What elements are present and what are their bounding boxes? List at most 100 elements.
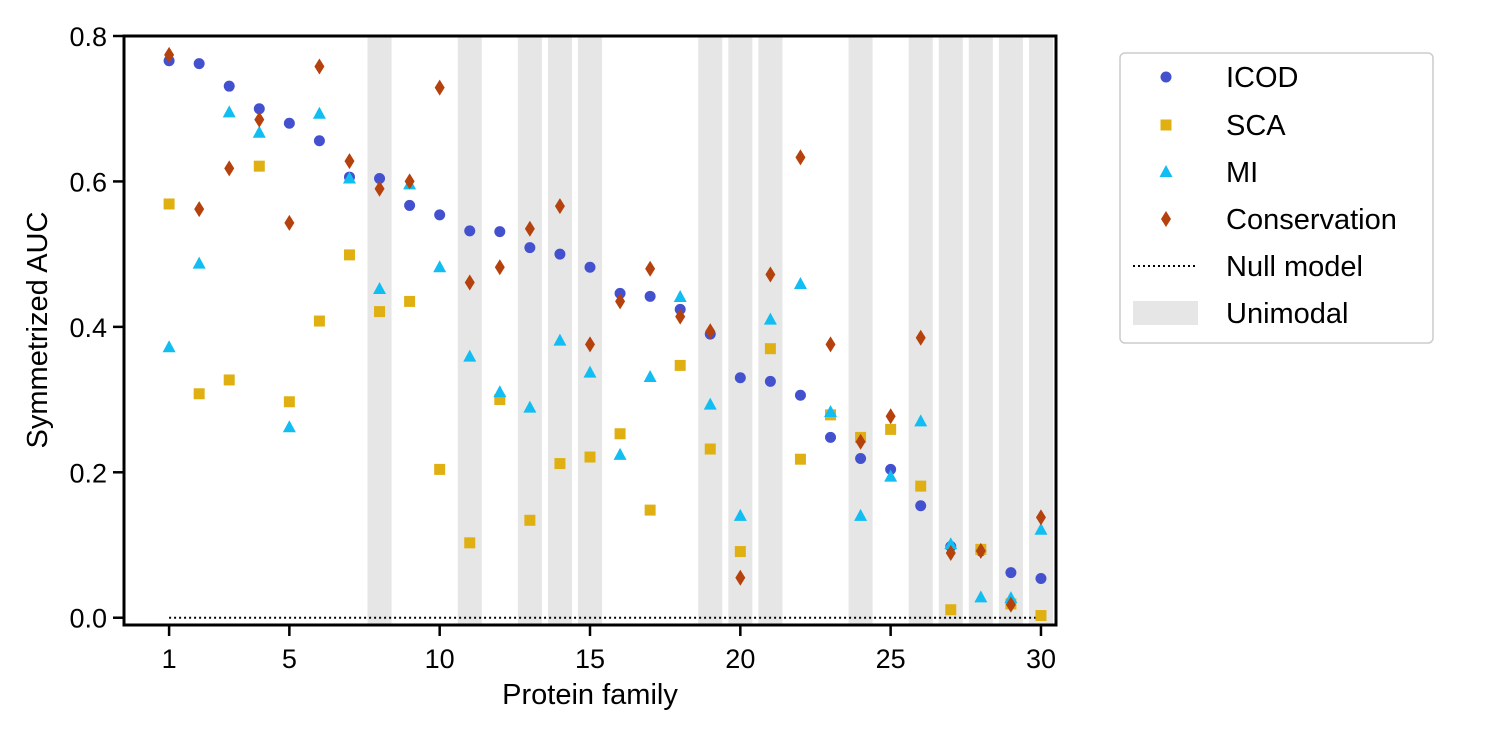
point-mi-14 bbox=[553, 333, 567, 346]
point-conservation-10 bbox=[434, 79, 445, 96]
x-tick-label: 20 bbox=[725, 644, 755, 674]
unimodal-band-15 bbox=[577, 36, 603, 625]
point-mi-22 bbox=[793, 276, 807, 289]
point-conservation-6 bbox=[314, 58, 325, 75]
legend-label: Unimodal bbox=[1226, 298, 1349, 330]
point-sca-9 bbox=[404, 295, 416, 307]
point-mi-12 bbox=[493, 385, 507, 398]
point-mi-18 bbox=[673, 290, 687, 303]
point-icod-5 bbox=[283, 117, 295, 129]
point-conservation-26 bbox=[915, 329, 926, 346]
point-sca-3 bbox=[223, 374, 235, 386]
point-sca-22 bbox=[794, 453, 806, 465]
point-icod-3 bbox=[223, 80, 235, 92]
point-conservation-23 bbox=[825, 336, 836, 353]
legend-unimodal-swatch bbox=[1133, 301, 1198, 325]
legend-label: Conservation bbox=[1226, 204, 1397, 236]
point-sca-2 bbox=[193, 388, 205, 400]
point-mi-7 bbox=[342, 171, 356, 184]
y-tick-label: 0.6 bbox=[69, 167, 107, 197]
point-mi-6 bbox=[312, 106, 326, 119]
legend-label: ICOD bbox=[1226, 62, 1299, 94]
y-tick-label: 0.0 bbox=[69, 604, 107, 634]
point-conservation-27 bbox=[945, 545, 956, 562]
unimodal-band-21 bbox=[758, 36, 783, 625]
point-icod-20 bbox=[734, 372, 746, 384]
point-icod-13 bbox=[524, 242, 536, 254]
legend-label: Null model bbox=[1226, 251, 1363, 283]
unimodal-band-29 bbox=[998, 36, 1023, 625]
point-mi-21 bbox=[763, 312, 777, 325]
point-sca-12 bbox=[494, 394, 506, 406]
point-conservation-12 bbox=[494, 259, 505, 276]
point-conservation-9 bbox=[404, 173, 415, 190]
x-axis-ticks: 1 5 10 15 20 25 30 bbox=[162, 625, 1056, 674]
point-sca-21 bbox=[764, 343, 776, 355]
point-sca-27 bbox=[945, 604, 957, 616]
point-mi-28 bbox=[974, 590, 988, 603]
point-conservation-16 bbox=[615, 293, 626, 310]
legend-item-null: Null model bbox=[1133, 251, 1363, 283]
point-sca-20 bbox=[734, 546, 746, 558]
point-icod-9 bbox=[404, 199, 416, 211]
point-mi-4 bbox=[252, 125, 266, 138]
point-mi-27 bbox=[944, 537, 958, 550]
legend-marker-sca bbox=[1160, 119, 1172, 131]
point-mi-2 bbox=[192, 256, 206, 269]
point-sca-15 bbox=[584, 451, 596, 463]
point-sca-10 bbox=[434, 463, 446, 475]
legend-item-icod: ICOD bbox=[1160, 62, 1299, 94]
legend-marker-icod bbox=[1160, 71, 1172, 83]
x-tick-label: 10 bbox=[425, 644, 455, 674]
point-sca-19 bbox=[704, 443, 716, 455]
unimodal-band-20 bbox=[728, 36, 753, 625]
point-icod-4 bbox=[253, 103, 265, 115]
legend-items: ICOD SCA MI Conservation Null model Unimodal bbox=[1133, 62, 1397, 330]
point-conservation-21 bbox=[765, 266, 776, 283]
point-mi-13 bbox=[523, 400, 537, 413]
point-icod-12 bbox=[494, 226, 506, 238]
point-conservation-4 bbox=[254, 111, 265, 128]
point-icod-6 bbox=[313, 135, 325, 147]
point-mi-5 bbox=[282, 420, 296, 433]
point-mi-8 bbox=[373, 282, 387, 295]
x-axis-title: Protein family bbox=[502, 679, 678, 711]
point-mi-24 bbox=[854, 508, 868, 521]
unimodal-band-14 bbox=[547, 36, 572, 625]
point-mi-19 bbox=[703, 397, 717, 410]
y-axis-title: Symmetrized AUC bbox=[22, 212, 54, 449]
legend-marker-mi bbox=[1159, 165, 1173, 177]
x-tick-label: 30 bbox=[1026, 644, 1056, 674]
point-icod-30 bbox=[1035, 572, 1047, 584]
point-sca-7 bbox=[343, 249, 355, 261]
point-mi-20 bbox=[733, 508, 747, 521]
point-sca-26 bbox=[915, 480, 927, 492]
y-axis-ticks: 0.0 0.2 0.4 0.6 0.8 bbox=[69, 22, 124, 634]
y-tick-label: 0.4 bbox=[69, 313, 107, 343]
point-sca-6 bbox=[313, 315, 325, 327]
unimodal-band-30 bbox=[1028, 36, 1053, 625]
x-tick-label: 1 bbox=[162, 644, 177, 674]
point-icod-24 bbox=[855, 452, 867, 464]
point-mi-3 bbox=[222, 105, 236, 118]
point-icod-26 bbox=[915, 500, 927, 512]
point-mi-16 bbox=[613, 447, 627, 460]
x-tick-label: 25 bbox=[876, 644, 906, 674]
point-icod-17 bbox=[644, 290, 656, 302]
point-mi-15 bbox=[583, 365, 597, 378]
point-icod-21 bbox=[764, 375, 776, 387]
point-conservation-7 bbox=[344, 153, 355, 170]
point-mi-25 bbox=[884, 469, 898, 482]
point-icod-23 bbox=[825, 431, 837, 443]
point-sca-5 bbox=[283, 396, 295, 408]
legend-marker-conservation bbox=[1161, 211, 1171, 227]
unimodal-band-28 bbox=[968, 36, 993, 625]
point-icod-29 bbox=[1005, 567, 1017, 579]
point-sca-1 bbox=[163, 198, 175, 210]
point-conservation-18 bbox=[675, 308, 686, 325]
point-conservation-1 bbox=[164, 46, 175, 63]
point-conservation-19 bbox=[705, 323, 716, 340]
point-conservation-8 bbox=[374, 180, 385, 197]
point-mi-17 bbox=[643, 370, 657, 383]
point-mi-1 bbox=[162, 340, 176, 353]
